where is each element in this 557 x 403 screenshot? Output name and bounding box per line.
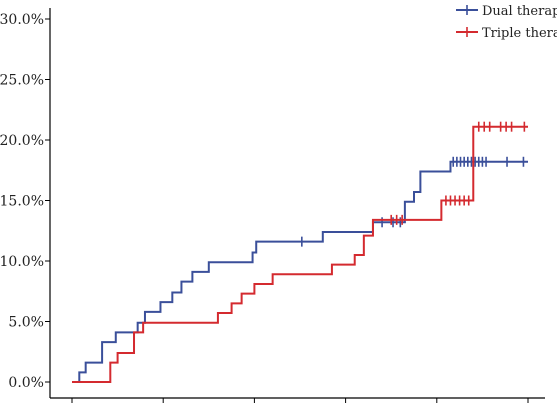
series-dual-therapy: [72, 157, 528, 382]
series-line-dual-therapy: [72, 162, 528, 382]
series-triple-therapy: [72, 122, 528, 382]
series-line-triple-therapy: [72, 127, 528, 382]
x-axis-ticks: [72, 398, 528, 403]
legend-label-dual-therapy: Dual therapy: [482, 4, 557, 19]
axes: [50, 8, 545, 398]
y-tick-label: 30.0%: [0, 12, 44, 28]
y-tick-label: 20.0%: [0, 133, 44, 149]
y-tick-label: 15.0%: [0, 194, 44, 210]
y-axis-ticks: 0.0% 5.0% 10.0% 15.0% 20.0% 25.0% 30.0%: [0, 12, 50, 391]
y-tick-label: 0.0%: [8, 375, 44, 391]
legend-item-triple-therapy: Triple therapy: [456, 26, 557, 41]
y-tick-label: 25.0%: [0, 73, 44, 89]
y-tick-label: 10.0%: [0, 254, 44, 270]
legend: Dual therapy Triple therapy: [456, 4, 557, 41]
series-layer: [72, 122, 528, 382]
legend-item-dual-therapy: Dual therapy: [456, 4, 557, 19]
legend-label-triple-therapy: Triple therapy: [482, 26, 557, 41]
y-tick-label: 5.0%: [8, 315, 44, 331]
